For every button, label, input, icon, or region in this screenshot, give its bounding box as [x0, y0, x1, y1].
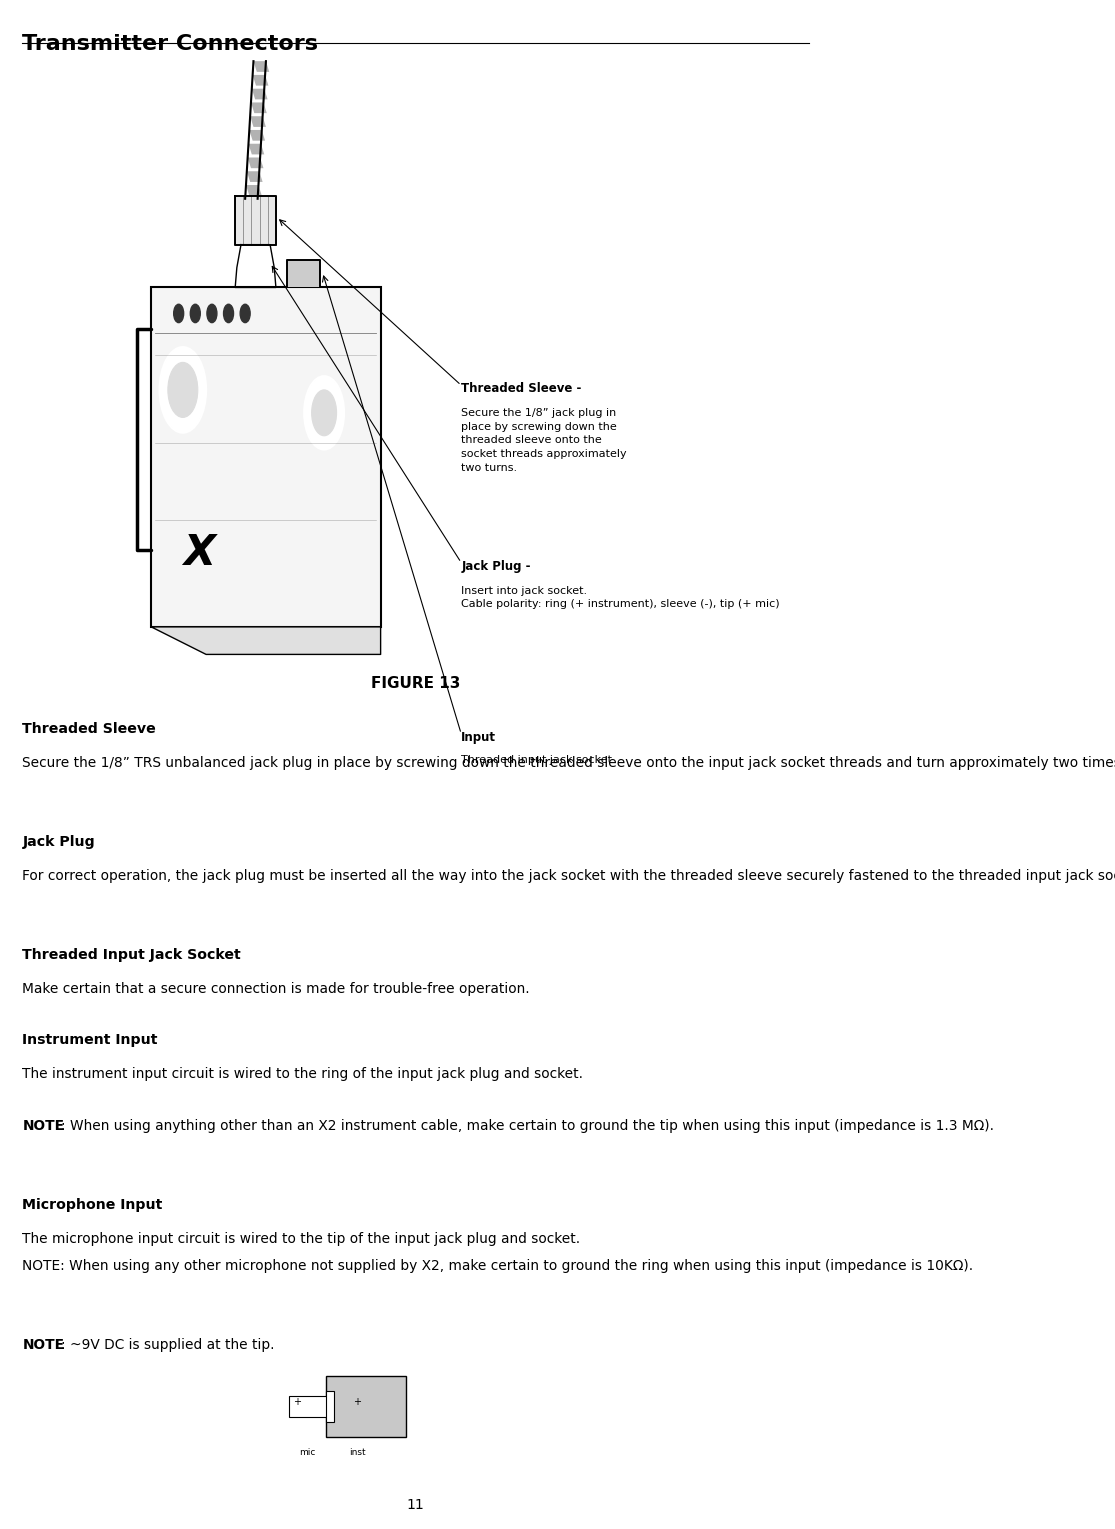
- Text: : When using anything other than an X2 instrument cable, make certain to ground : : When using anything other than an X2 i…: [61, 1119, 995, 1133]
- Polygon shape: [246, 185, 262, 196]
- Text: Secure the 1/8” TRS unbalanced jack plug in place by screwing down the threaded : Secure the 1/8” TRS unbalanced jack plug…: [22, 755, 1115, 769]
- Polygon shape: [287, 260, 320, 287]
- Circle shape: [304, 376, 345, 450]
- Text: +: +: [353, 1398, 361, 1407]
- Polygon shape: [250, 116, 266, 127]
- Text: Microphone Input: Microphone Input: [22, 1197, 163, 1212]
- Bar: [326, 1391, 334, 1422]
- Text: Jack Plug -: Jack Plug -: [462, 560, 531, 573]
- Polygon shape: [248, 157, 263, 168]
- Text: Secure the 1/8” jack plug in
place by screwing down the
threaded sleeve onto the: Secure the 1/8” jack plug in place by sc…: [462, 408, 627, 472]
- Polygon shape: [252, 89, 268, 99]
- Text: Instrument Input: Instrument Input: [22, 1034, 158, 1047]
- Polygon shape: [246, 171, 263, 182]
- Circle shape: [223, 304, 233, 323]
- Polygon shape: [253, 61, 269, 72]
- Text: The instrument input circuit is wired to the ring of the input jack plug and soc: The instrument input circuit is wired to…: [22, 1067, 583, 1081]
- Circle shape: [191, 304, 201, 323]
- Text: 11: 11: [407, 1498, 425, 1512]
- Text: For correct operation, the jack plug must be inserted all the way into the jack : For correct operation, the jack plug mus…: [22, 868, 1115, 882]
- Text: NOTE: When using any other microphone not supplied by X2, make certain to ground: NOTE: When using any other microphone no…: [22, 1258, 973, 1274]
- Text: FIGURE 13: FIGURE 13: [371, 676, 460, 691]
- Text: Threaded Sleeve: Threaded Sleeve: [22, 722, 156, 735]
- Bar: [289, 1396, 328, 1417]
- Text: NOTE: NOTE: [22, 1338, 65, 1352]
- Polygon shape: [253, 75, 269, 86]
- Text: inst: inst: [349, 1448, 366, 1457]
- Circle shape: [159, 347, 206, 433]
- Text: Input: Input: [462, 731, 496, 745]
- Text: : ~9V DC is supplied at the tip.: : ~9V DC is supplied at the tip.: [61, 1338, 275, 1352]
- Text: Insert into jack socket.
Cable polarity: ring (+ instrument), sleeve (-), tip (+: Insert into jack socket. Cable polarity:…: [462, 586, 779, 609]
- Text: The microphone input circuit is wired to the tip of the input jack plug and sock: The microphone input circuit is wired to…: [22, 1232, 581, 1246]
- Text: +: +: [293, 1398, 301, 1407]
- Text: X: X: [183, 532, 215, 575]
- Text: Transmitter Connectors: Transmitter Connectors: [22, 34, 319, 54]
- Text: Threaded Sleeve -: Threaded Sleeve -: [462, 382, 582, 396]
- Bar: [152, 287, 380, 627]
- Circle shape: [174, 304, 184, 323]
- Text: NOTE: NOTE: [22, 1119, 65, 1133]
- Text: mic: mic: [299, 1448, 316, 1457]
- Polygon shape: [250, 130, 265, 141]
- Circle shape: [168, 362, 197, 417]
- Text: Threaded input jack socket: Threaded input jack socket: [462, 755, 612, 766]
- Circle shape: [311, 390, 337, 436]
- Text: Jack Plug: Jack Plug: [22, 835, 95, 849]
- Polygon shape: [152, 627, 380, 654]
- Text: Make certain that a secure connection is made for trouble-free operation.: Make certain that a secure connection is…: [22, 982, 530, 995]
- Bar: [326, 1376, 406, 1437]
- Circle shape: [240, 304, 250, 323]
- Circle shape: [207, 304, 217, 323]
- Polygon shape: [251, 102, 266, 113]
- Polygon shape: [235, 245, 275, 287]
- Polygon shape: [249, 144, 264, 154]
- Text: Threaded Input Jack Socket: Threaded Input Jack Socket: [22, 948, 241, 962]
- Polygon shape: [235, 196, 275, 245]
